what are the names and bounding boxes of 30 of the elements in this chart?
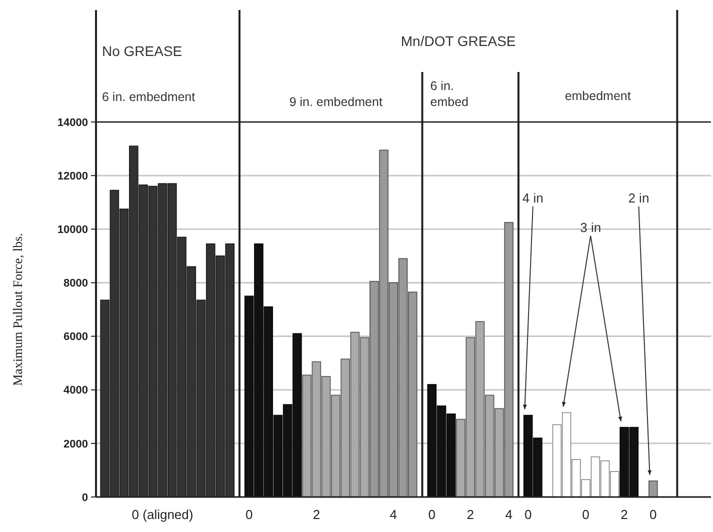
annotation: 3 in: [580, 220, 602, 235]
x-tick-label: 0 (aligned): [132, 507, 194, 522]
text: 6 in. embed: [430, 79, 469, 109]
y-tick-label: 10000: [57, 224, 88, 236]
annotation: 4 in: [522, 190, 544, 206]
y-axis-title: Maximum Pullout Force, lbs.: [10, 233, 25, 386]
y-tick-label: 6000: [64, 331, 88, 344]
x-tick-label: 0: [582, 507, 590, 522]
x-tick-label: 0: [428, 507, 436, 522]
y-tick-label: 8000: [64, 278, 88, 290]
x-tick-label: 0: [650, 507, 657, 522]
x-tick-label: 2: [312, 507, 320, 522]
annotation: 2 in: [628, 190, 650, 206]
text: No GREASE: [102, 43, 182, 59]
y-tick-label: 0: [82, 492, 88, 504]
text: embedment: [564, 89, 632, 103]
x-tick-label: 0: [245, 507, 253, 522]
x-tick-label: 2: [466, 507, 474, 522]
text: 9 in. embedment: [289, 95, 383, 109]
text: 6 in. embedment: [102, 90, 196, 104]
x-tick-label: 4: [505, 507, 512, 522]
x-tick-label: 2: [620, 507, 628, 522]
bar: [648, 480, 658, 498]
x-tick-label: 0: [524, 507, 532, 522]
text: Mn/DOT GREASE: [400, 33, 516, 49]
y-tick-label: 2000: [64, 438, 88, 450]
y-tick-label: 12000: [57, 170, 88, 182]
y-tick-label: 14000: [57, 116, 88, 129]
y-tick-label: 4000: [64, 384, 88, 397]
x-tick-label: 4: [390, 507, 398, 522]
